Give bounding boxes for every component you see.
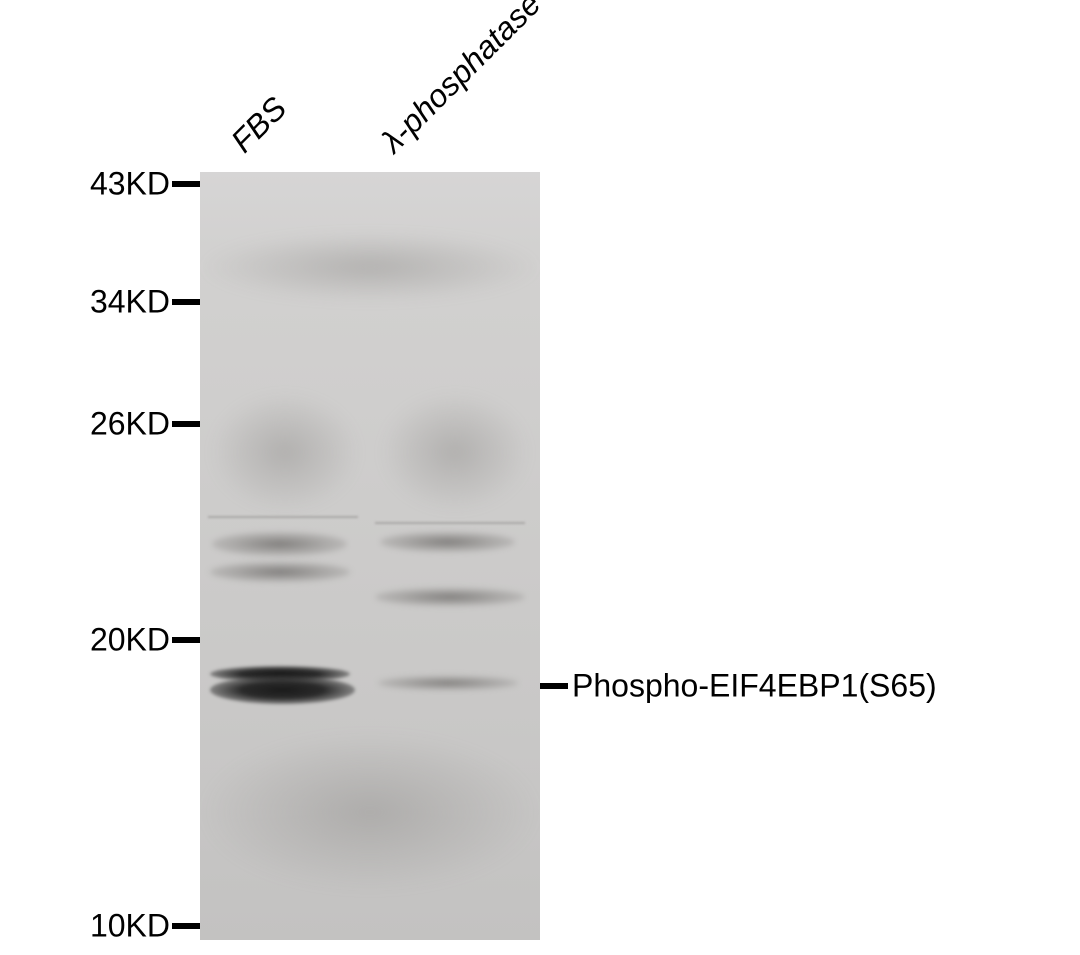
- blot-band-faint: [380, 532, 515, 552]
- blot-band-faint: [378, 676, 518, 690]
- band-annotation-tick: [540, 683, 568, 689]
- blot-band-faint: [212, 532, 347, 556]
- blot-smudge: [210, 392, 360, 512]
- blot-smudge: [200, 232, 540, 302]
- marker-tick: [172, 181, 200, 187]
- blot-membrane: [200, 172, 540, 940]
- marker-tick: [172, 637, 200, 643]
- blot-artifact: [208, 516, 358, 518]
- blot-band-faint: [375, 588, 525, 606]
- blot-smudge: [380, 392, 530, 512]
- marker-tick: [172, 421, 200, 427]
- blot-smudge: [200, 732, 540, 892]
- blot-band-main: [210, 676, 355, 704]
- marker-26kd: 26KD: [90, 406, 170, 443]
- marker-34kd: 34KD: [90, 284, 170, 321]
- blot-artifact: [375, 522, 525, 524]
- western-blot-figure: 43KD 34KD 26KD 20KD 10KD FBS λ-phosphata…: [0, 0, 1080, 955]
- marker-43kd: 43KD: [90, 166, 170, 203]
- lane-label-phosphatase: λ-phosphatase: [374, 0, 548, 160]
- lane-label-fbs: FBS: [224, 90, 294, 160]
- marker-tick: [172, 299, 200, 305]
- marker-20kd: 20KD: [90, 622, 170, 659]
- marker-tick: [172, 923, 200, 929]
- blot-band-faint: [210, 562, 350, 582]
- band-annotation-label: Phospho-EIF4EBP1(S65): [572, 668, 937, 705]
- marker-10kd: 10KD: [90, 908, 170, 945]
